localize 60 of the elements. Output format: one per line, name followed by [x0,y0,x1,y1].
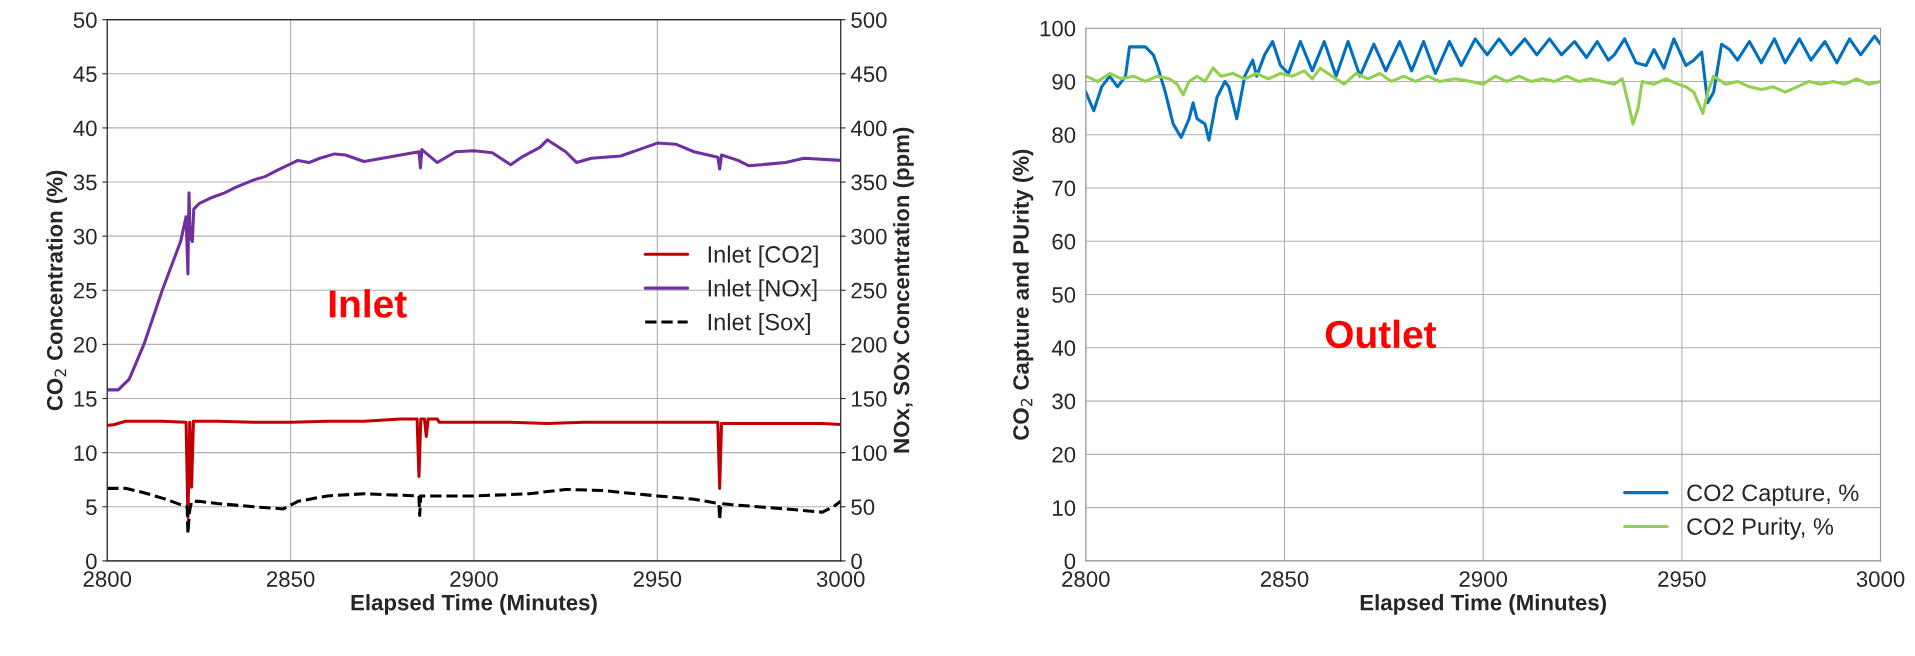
y2-tick-label: 300 [851,228,887,245]
y2-tick-label: 250 [851,282,887,299]
x-tick-label: 3000 [816,571,865,587]
y-tick-label: 40 [1051,340,1076,357]
y-tick-label: 25 [73,282,97,299]
line-series [107,417,841,520]
y-tick-label: 50 [73,12,97,28]
y2-tick-label: 100 [852,445,887,461]
x-axis-title: Elapsed Time (Minutes) [1360,594,1606,615]
x-axis-title: Elapsed Time (Minutes) [351,594,597,615]
x-tick-label: 2900 [450,571,498,587]
x-tick-label: 2850 [267,571,315,587]
x-tick-label: 2950 [1658,571,1706,587]
y-tick-label: 0 [1064,553,1076,570]
y-tick-label: 10 [74,445,97,461]
x-tick-label: 2900 [1459,571,1508,587]
x-tick-label: 2950 [633,571,682,587]
legend-label: CO2 Capture, % [1687,484,1859,506]
y-tick-label: 20 [73,336,97,353]
y-tick-label: 70 [1052,180,1076,197]
y2-tick-label: 150 [852,391,887,407]
legend-label: Inlet [Sox] [708,313,810,336]
x-tick-label: 2850 [1260,571,1309,587]
legend-label: Inlet [CO2] [708,245,818,268]
y-tick-label: 35 [73,174,97,191]
y-tick-label: 15 [74,391,97,407]
y2-axis-title: NOx, SOx Concentration (ppm) [893,127,914,453]
y-tick-label: 45 [73,66,97,83]
annotation: Inlet [329,289,407,318]
annotation: Outlet [1325,319,1437,349]
x-tick-label: 3000 [1856,571,1905,587]
y-tick-label: 0 [86,553,97,570]
y-tick-label: 5 [86,499,97,516]
legend-label: Inlet [NOx] [708,279,817,302]
y2-tick-label: 50 [851,499,875,516]
line-series [107,486,841,536]
y-tick-label: 80 [1052,127,1076,144]
y-tick-label: 10 [1053,500,1076,516]
y2-tick-label: 200 [851,336,887,353]
y-tick-label: 90 [1052,74,1076,90]
y2-tick-label: 0 [851,553,862,570]
legend-label: CO2 Purity, % [1687,517,1834,540]
y-tick-label: 30 [73,228,97,245]
y2-tick-label: 400 [850,120,887,137]
y-tick-label: 30 [1052,393,1076,410]
line-series [1085,34,1881,142]
y-tick-label: 100 [1040,20,1076,37]
y-tick-label: 40 [73,120,97,137]
y-tick-label: 60 [1052,233,1076,250]
y-axis-title: CO$_{2}$ Capture and PUrity (%) [1012,149,1034,440]
y-axis-title: CO$_{2}$ Concentration (%) [46,170,68,411]
y2-tick-label: 350 [851,174,887,191]
x-tick-label: 2800 [83,571,132,587]
line-series [1085,66,1881,126]
y2-tick-label: 450 [850,66,887,83]
line-series [107,138,841,392]
y-tick-label: 50 [1052,287,1076,303]
y2-tick-label: 500 [851,12,887,28]
x-tick-label: 2800 [1062,571,1110,587]
y-tick-label: 20 [1052,446,1076,463]
